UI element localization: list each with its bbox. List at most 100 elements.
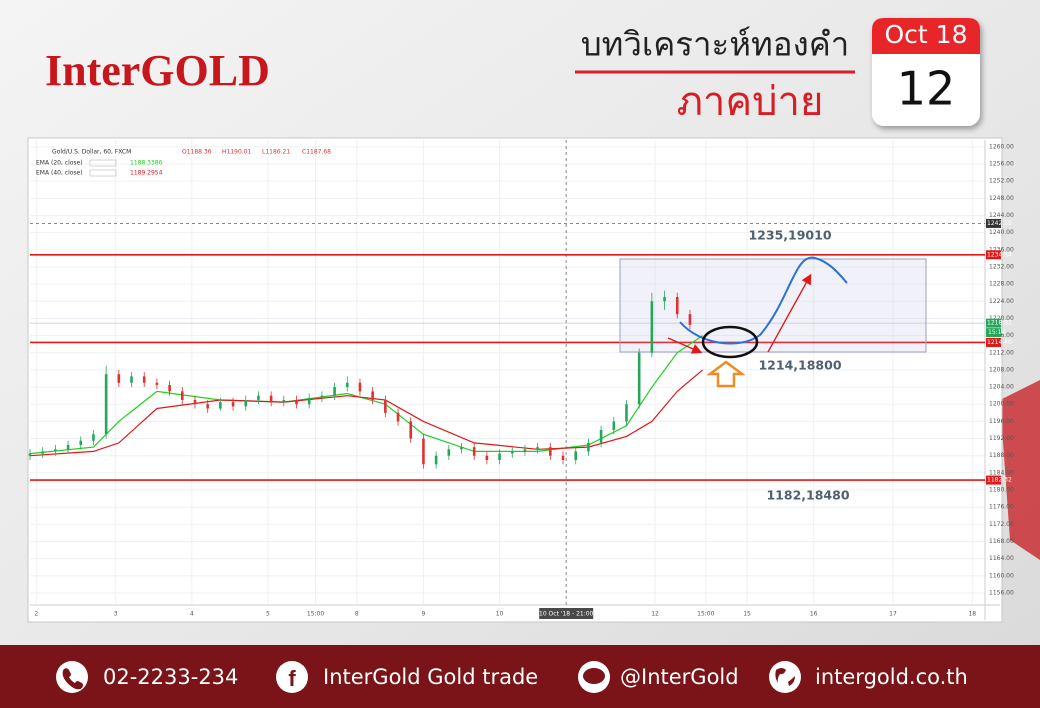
footer-line: @InterGold bbox=[620, 665, 739, 689]
y-tick-label: 1260.00 bbox=[989, 143, 1014, 150]
level-label: 1182.32 bbox=[987, 477, 1012, 484]
annotation: 1214,18800 bbox=[758, 358, 841, 373]
chart-panel bbox=[27, 137, 1003, 623]
level-label-box bbox=[986, 250, 1001, 260]
candle-body bbox=[384, 399, 387, 413]
candle-body bbox=[117, 374, 121, 383]
ohlc-label: C1187.68 bbox=[302, 149, 331, 156]
y-tick-label: 1176.00 bbox=[989, 504, 1014, 511]
candle-body bbox=[523, 449, 527, 452]
candle-body bbox=[675, 297, 679, 315]
x-tick-label: 15:00 bbox=[697, 611, 714, 618]
phone-glyph bbox=[62, 668, 83, 690]
x-tick-label: 15 bbox=[743, 611, 751, 618]
candle-body bbox=[257, 395, 260, 400]
crosshair-label: 10 Oct '18 - 21:00 bbox=[539, 611, 594, 618]
candle-body bbox=[295, 399, 298, 405]
candle-body bbox=[231, 402, 235, 407]
x-tick-label: 17 bbox=[889, 611, 897, 618]
candle-body bbox=[155, 382, 159, 385]
candle-body bbox=[472, 447, 476, 456]
y-tick-label: 1240.00 bbox=[989, 229, 1014, 236]
footer-website: intergold.co.th bbox=[815, 665, 968, 689]
up-arrow bbox=[706, 360, 746, 388]
legend-name: EMA (20, close) bbox=[36, 160, 83, 167]
candle-body bbox=[688, 314, 692, 325]
level-label: 1242.15 bbox=[987, 220, 1012, 227]
y-tick-label: 1156.00 bbox=[989, 589, 1014, 596]
x-tick-label: 9 bbox=[422, 611, 426, 618]
candle-body bbox=[193, 399, 197, 405]
candle-body bbox=[168, 384, 171, 392]
candle-body bbox=[561, 455, 565, 461]
level-label-box bbox=[986, 337, 1001, 347]
candle-body bbox=[599, 429, 603, 443]
calendar-top bbox=[872, 18, 980, 54]
ohlc-label: L1186.21 bbox=[262, 149, 290, 156]
y-tick-label: 1164.00 bbox=[989, 555, 1014, 562]
candle-body bbox=[130, 376, 133, 383]
candle-body bbox=[269, 395, 273, 403]
candle-body bbox=[485, 455, 489, 461]
y-tick-label: 1188.00 bbox=[989, 452, 1014, 459]
legend-value: 1188.3386 bbox=[130, 160, 163, 167]
candle-body bbox=[396, 412, 400, 422]
candle-body bbox=[345, 382, 349, 388]
x-tick-label: 4 bbox=[190, 611, 194, 618]
candle-body bbox=[650, 301, 654, 353]
y-tick-label: 1256.00 bbox=[989, 161, 1014, 168]
y-tick-label: 1172.00 bbox=[989, 521, 1014, 528]
target-zone bbox=[619, 258, 927, 353]
calendar bbox=[872, 18, 980, 126]
y-tick-label: 1216.00 bbox=[989, 332, 1014, 339]
level-label-box bbox=[986, 318, 1001, 328]
footer-phone: 02-2233-234 bbox=[103, 665, 238, 689]
candle-body bbox=[447, 449, 451, 456]
calendar-month: Oct 18 bbox=[885, 20, 968, 49]
candle-body bbox=[612, 421, 616, 430]
level-label: 1214.40 bbox=[987, 339, 1012, 346]
level-label: 1234.84 bbox=[987, 251, 1012, 258]
candle-body bbox=[510, 451, 514, 454]
title: บทวิเคราะห์ทองคำ bbox=[581, 25, 850, 64]
y-tick-label: 1244.00 bbox=[989, 212, 1014, 219]
highlight-ellipse bbox=[701, 325, 759, 359]
legend-icons bbox=[89, 169, 117, 177]
footer-facebook: InterGold Gold trade bbox=[323, 665, 538, 689]
subtitle: ภาคบ่าย bbox=[677, 79, 824, 125]
candle-body bbox=[66, 444, 70, 450]
ema-line bbox=[29, 369, 703, 457]
y-tick-label: 1184.00 bbox=[989, 469, 1014, 476]
candle-body bbox=[104, 374, 108, 435]
decor bbox=[1000, 380, 1040, 560]
candle-body bbox=[180, 391, 184, 400]
candle-body bbox=[28, 453, 32, 456]
candle-body bbox=[625, 404, 628, 422]
candle-body bbox=[79, 440, 83, 445]
projection-curve bbox=[679, 256, 848, 345]
x-tick-label: 15:00 bbox=[307, 611, 324, 618]
candle-body bbox=[307, 397, 311, 405]
candle-body bbox=[358, 382, 362, 392]
candle-body bbox=[371, 391, 374, 400]
x-tick-label: 18 bbox=[968, 611, 976, 618]
legend-name: EMA (40, close) bbox=[36, 170, 83, 177]
legend-value: 1189.2954 bbox=[130, 170, 163, 177]
candle-body bbox=[41, 451, 44, 454]
y-tick-label: 1212.00 bbox=[989, 349, 1014, 356]
y-tick-label: 1208.00 bbox=[989, 366, 1014, 373]
arrow bbox=[667, 337, 703, 354]
y-tick-label: 1228.00 bbox=[989, 281, 1014, 288]
web-glyph bbox=[775, 668, 795, 686]
countdown: 15:14 bbox=[988, 329, 1005, 336]
x-tick-label: 12 bbox=[651, 611, 659, 618]
annotation: 1182,18480 bbox=[766, 488, 849, 503]
x-tick-label: 3 bbox=[114, 611, 118, 618]
y-tick-label: 1192.00 bbox=[989, 435, 1014, 442]
candle-body bbox=[536, 447, 539, 450]
x-tick-label: 10 bbox=[496, 611, 504, 618]
web-icon bbox=[769, 661, 801, 693]
y-tick-label: 1196.00 bbox=[989, 418, 1014, 425]
ohlc-label: O1188.36 bbox=[182, 149, 212, 156]
